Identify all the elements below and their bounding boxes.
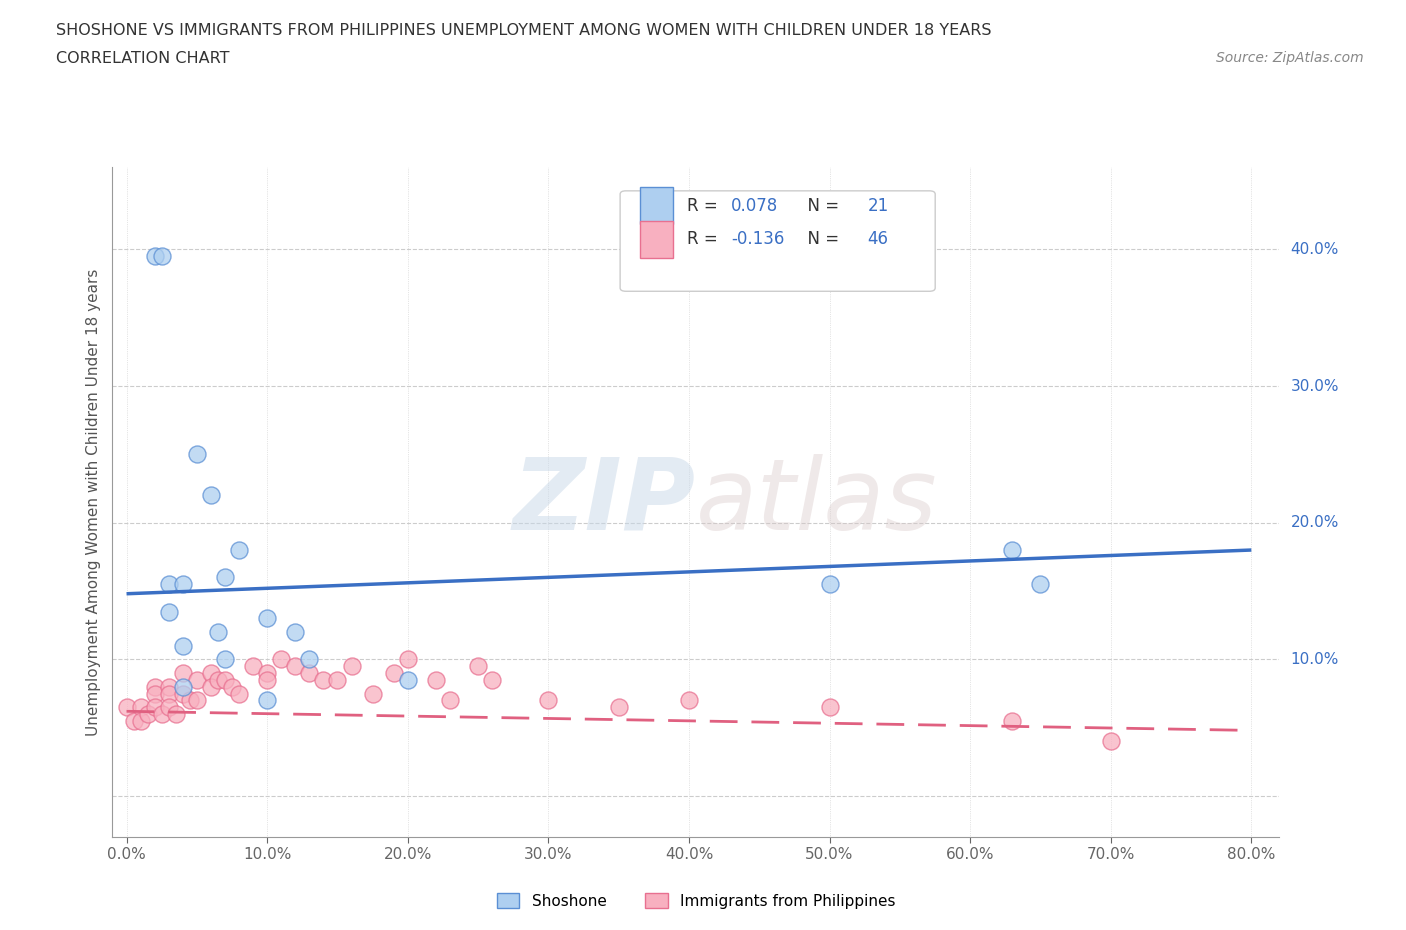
Point [214, 570, 236, 585]
Point [129, 713, 152, 728]
Point [207, 625, 229, 640]
Text: 10.0%: 10.0% [1291, 652, 1339, 667]
Point [214, 672, 236, 687]
Point [143, 686, 166, 701]
Text: atlas: atlas [696, 454, 938, 551]
FancyBboxPatch shape [640, 188, 672, 224]
Point [326, 672, 349, 687]
Legend: Shoshone, Immigrants from Philippines: Shoshone, Immigrants from Philippines [489, 885, 903, 916]
Point [256, 666, 278, 681]
Point [172, 638, 194, 653]
Point [122, 713, 145, 728]
Point [1001, 713, 1024, 728]
Point [298, 666, 321, 681]
Point [256, 672, 278, 687]
Point [284, 625, 307, 640]
Point [150, 707, 173, 722]
Point [228, 542, 250, 557]
Point [186, 672, 208, 687]
Text: R =: R = [686, 231, 723, 248]
Text: 0.078: 0.078 [731, 197, 779, 215]
Point [256, 611, 278, 626]
Text: R =: R = [686, 197, 723, 215]
Text: CORRELATION CHART: CORRELATION CHART [56, 51, 229, 66]
Point [439, 693, 461, 708]
Text: N =: N = [797, 197, 845, 215]
Point [481, 672, 503, 687]
Point [165, 707, 187, 722]
Point [157, 577, 180, 591]
Point [157, 699, 180, 714]
Point [340, 658, 363, 673]
Point [172, 679, 194, 694]
Point [200, 666, 222, 681]
Point [143, 249, 166, 264]
FancyBboxPatch shape [620, 191, 935, 291]
Point [200, 488, 222, 503]
Point [284, 658, 307, 673]
Point [150, 249, 173, 264]
Text: 46: 46 [868, 231, 889, 248]
Text: SHOSHONE VS IMMIGRANTS FROM PHILIPPINES UNEMPLOYMENT AMONG WOMEN WITH CHILDREN U: SHOSHONE VS IMMIGRANTS FROM PHILIPPINES … [56, 23, 991, 38]
Text: -0.136: -0.136 [731, 231, 785, 248]
Point [221, 679, 243, 694]
Point [1001, 542, 1024, 557]
Point [818, 699, 841, 714]
Point [607, 699, 630, 714]
Point [467, 658, 489, 673]
Point [172, 666, 194, 681]
Point [256, 693, 278, 708]
Y-axis label: Unemployment Among Women with Children Under 18 years: Unemployment Among Women with Children U… [86, 269, 101, 736]
Point [143, 699, 166, 714]
Point [136, 707, 159, 722]
Point [143, 679, 166, 694]
Point [228, 686, 250, 701]
Point [186, 693, 208, 708]
Point [361, 686, 384, 701]
Text: 21: 21 [868, 197, 889, 215]
Point [537, 693, 560, 708]
Point [818, 577, 841, 591]
Text: 20.0%: 20.0% [1291, 515, 1339, 530]
FancyBboxPatch shape [640, 221, 672, 258]
Point [270, 652, 292, 667]
Point [298, 652, 321, 667]
Text: 40.0%: 40.0% [1291, 242, 1339, 257]
Point [129, 699, 152, 714]
Text: ZIP: ZIP [513, 454, 696, 551]
Point [425, 672, 447, 687]
Point [382, 666, 405, 681]
Point [396, 652, 419, 667]
Point [1099, 734, 1122, 749]
Point [214, 652, 236, 667]
Point [207, 672, 229, 687]
Point [157, 604, 180, 619]
Point [179, 693, 201, 708]
Point [678, 693, 700, 708]
Point [396, 672, 419, 687]
Point [312, 672, 335, 687]
Point [157, 679, 180, 694]
Point [242, 658, 264, 673]
Text: 30.0%: 30.0% [1291, 379, 1339, 393]
Point [1029, 577, 1052, 591]
Text: N =: N = [797, 231, 845, 248]
Point [172, 577, 194, 591]
Text: Source: ZipAtlas.com: Source: ZipAtlas.com [1216, 51, 1364, 65]
Point [172, 686, 194, 701]
Point [200, 679, 222, 694]
Point [157, 686, 180, 701]
Point [115, 699, 138, 714]
Point [186, 447, 208, 462]
